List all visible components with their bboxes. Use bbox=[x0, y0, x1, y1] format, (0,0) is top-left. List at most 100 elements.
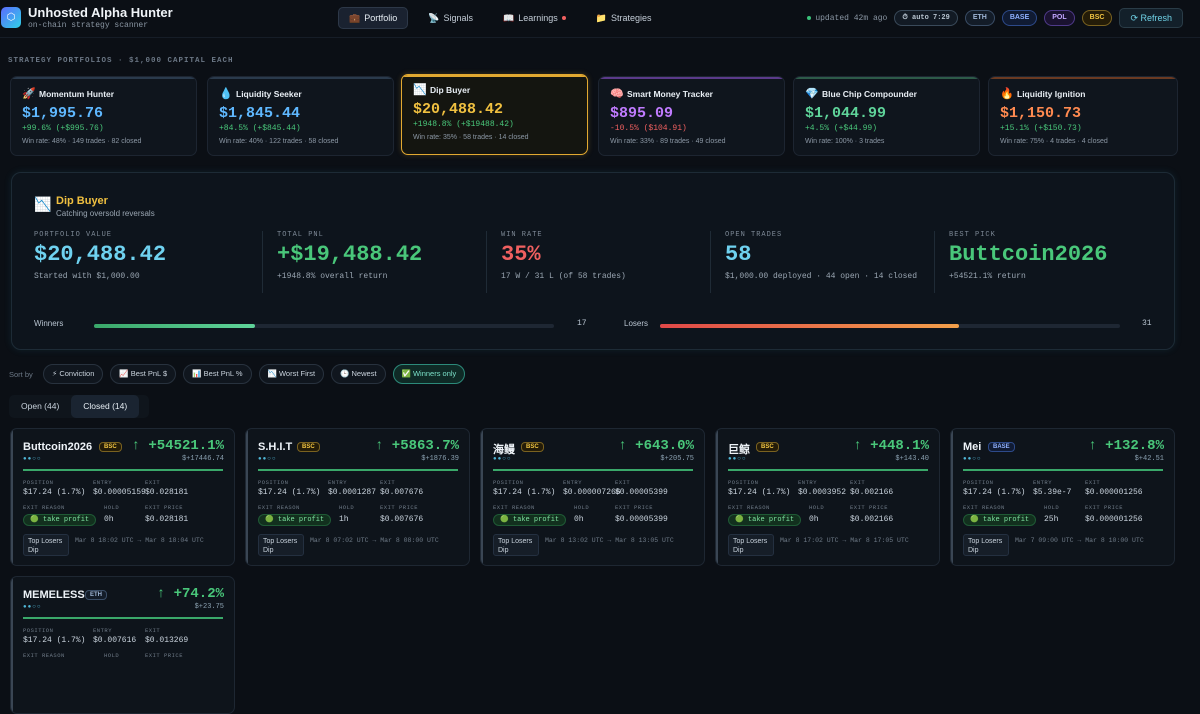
stat-label: PORTFOLIO VALUE bbox=[34, 231, 113, 239]
strategy-value: $20,488.42 bbox=[413, 101, 504, 118]
entry-value: $0.0003952 bbox=[798, 488, 847, 497]
filter-winners-only-button[interactable]: ✅ Winners only bbox=[392, 364, 466, 384]
hold-label: HOLD bbox=[1044, 504, 1060, 511]
strategy-tag: Top Losers Dip bbox=[963, 534, 1009, 556]
chain-badge: ETH bbox=[85, 590, 107, 600]
position-value: $17.24 (1.7%) bbox=[23, 488, 86, 497]
card-edge bbox=[246, 429, 248, 565]
strategy-card[interactable]: 🚀 Momentum Hunter $1,995.76 +99.6% (+$99… bbox=[10, 76, 197, 156]
droplet-icon: 💧 bbox=[219, 88, 233, 100]
chain-filter-base[interactable]: BASE bbox=[1001, 10, 1038, 26]
tab-open-trades[interactable]: Open (44) bbox=[21, 401, 60, 411]
strategy-stats: Win rate: 40% · 122 trades · 58 closed bbox=[219, 138, 339, 145]
tab-closed-trades[interactable]: Closed (14) bbox=[71, 395, 140, 418]
tab-learnings[interactable]: 📖 Learnings bbox=[493, 7, 576, 29]
strategy-card-selected[interactable]: 📉 Dip Buyer $20,488.42 +1948.8% (+$19488… bbox=[401, 74, 588, 155]
exit-reason-badge: 🟢 take profit bbox=[728, 514, 802, 526]
profit-line bbox=[493, 469, 693, 471]
trade-return-pct: ↑ +132.8% bbox=[1088, 438, 1164, 454]
trade-return-pct: ↑ +54521.1% bbox=[131, 438, 224, 454]
exit-price-label: EXIT PRICE bbox=[850, 504, 889, 511]
card-accent bbox=[794, 77, 979, 79]
strategy-card[interactable]: 🧠 Smart Money Tracker $895.09 -10.5% ($1… bbox=[598, 76, 785, 156]
exit-value: $0.028181 bbox=[145, 488, 189, 497]
sort-best-pnl-usd-button[interactable]: 📈 Best PnL $ bbox=[110, 364, 177, 384]
auto-refresh-timer[interactable]: ⏱ auto 7:29 bbox=[894, 10, 958, 26]
notification-dot bbox=[561, 16, 566, 20]
briefcase-icon: 💼 bbox=[349, 13, 361, 23]
profit-line bbox=[258, 469, 458, 471]
entry-label: ENTRY bbox=[563, 479, 583, 486]
chain-filter-pol[interactable]: POL bbox=[1044, 10, 1075, 26]
trade-card[interactable]: Mei BASE ●●○○ ↑ +132.8% $+42.51 POSITION… bbox=[950, 428, 1175, 566]
entry-value: $0.0001287 bbox=[328, 488, 377, 497]
trade-card[interactable]: 巨鲸 BSC ●●○○ ↑ +448.1% $+143.40 POSITION … bbox=[715, 428, 940, 566]
strategy-value: $1,150.73 bbox=[1000, 105, 1082, 122]
sort-newest-button[interactable]: 🕒 Newest bbox=[331, 364, 386, 384]
refresh-button[interactable]: ⟳ Refresh bbox=[1119, 8, 1183, 28]
conviction-dots: ●●○○ bbox=[963, 456, 982, 462]
token-ticker: Buttcoin2026 bbox=[23, 441, 93, 453]
updated-status: updated 42m ago bbox=[807, 14, 887, 23]
sort-best-pnl-pct-button[interactable]: 📊 Best PnL % bbox=[183, 364, 252, 384]
conviction-dots: ●●○○ bbox=[258, 456, 277, 462]
trade-card[interactable]: 海鳗 BSC ●●○○ ↑ +643.0% $+205.75 POSITION … bbox=[480, 428, 705, 566]
token-ticker: 巨鲸 bbox=[728, 444, 750, 456]
trade-time-range: Mar 7 09:00 UTC → Mar 8 10:00 UTC bbox=[1015, 537, 1144, 544]
main-tabs: 💼 Portfolio 📡 Signals 📖 Learnings 📁 Strategi… bbox=[338, 7, 662, 29]
losers-count: 31 bbox=[1142, 319, 1152, 328]
exit-reason-badge: 🟢 take profit bbox=[493, 514, 567, 526]
hold-label: HOLD bbox=[104, 504, 120, 511]
exit-label: EXIT bbox=[850, 479, 866, 486]
folder-icon: 📁 bbox=[595, 13, 607, 23]
entry-value: $5.39e-7 bbox=[1033, 488, 1072, 497]
card-accent bbox=[402, 75, 587, 77]
trade-return-pct: ↑ +74.2% bbox=[156, 586, 224, 602]
sort-conviction-button[interactable]: ⚡ Conviction bbox=[43, 364, 104, 384]
strategy-name: Liquidity Seeker bbox=[236, 89, 302, 99]
position-label: POSITION bbox=[23, 479, 54, 486]
exit-price-label: EXIT PRICE bbox=[145, 504, 184, 511]
winners-bar-fill bbox=[94, 324, 255, 328]
conviction-dots: ●●○○ bbox=[23, 456, 42, 462]
stat-sub: $1,000.00 deployed · 44 open · 14 closed bbox=[725, 272, 918, 281]
position-value: $17.24 (1.7%) bbox=[23, 636, 86, 645]
strategy-card[interactable]: 🔥 Liquidity Ignition $1,150.73 +15.1% (+… bbox=[988, 76, 1178, 156]
strategy-detail-panel: 📉 Dip Buyer Catching oversold reversals … bbox=[11, 172, 1175, 350]
tab-label: Learnings bbox=[518, 13, 558, 23]
stat-value: 35% bbox=[501, 242, 541, 267]
strategy-name: Momentum Hunter bbox=[39, 89, 115, 99]
stat-label: OPEN TRADES bbox=[725, 231, 783, 239]
profit-line bbox=[728, 469, 928, 471]
trade-card[interactable]: MEMELESS ETH ●●○○ ↑ +74.2% $+23.75 POSIT… bbox=[10, 576, 235, 714]
tab-signals[interactable]: 📡 Signals bbox=[418, 7, 483, 29]
brain-icon: 🧠 bbox=[610, 88, 624, 100]
strategy-stats: Win rate: 35% · 58 trades · 14 closed bbox=[413, 134, 529, 141]
hold-label: HOLD bbox=[339, 504, 355, 511]
chain-filter-eth[interactable]: ETH bbox=[964, 10, 995, 26]
strategy-card[interactable]: 💎 Blue Chip Compounder $1,044.99 +4.5% (… bbox=[793, 76, 980, 156]
stat-portfolio-value: PORTFOLIO VALUE $20,488.42 Started with … bbox=[34, 231, 254, 301]
app-title: Unhosted Alpha Hunter bbox=[28, 5, 173, 20]
position-label: POSITION bbox=[493, 479, 524, 486]
stat-value: +$19,488.42 bbox=[277, 242, 423, 267]
strategy-value: $895.09 bbox=[610, 105, 674, 122]
exit-value: $0.007676 bbox=[380, 488, 424, 497]
trade-card[interactable]: S.H.I.T BSC ●●○○ ↑ +5863.7% $+1876.39 PO… bbox=[245, 428, 470, 566]
trade-return-usd: $+1876.39 bbox=[421, 455, 459, 463]
strategy-cards: 🚀 Momentum Hunter $1,995.76 +99.6% (+$99… bbox=[10, 74, 1194, 156]
chain-badge: BSC bbox=[297, 442, 320, 452]
sort-worst-first-button[interactable]: 📉 Worst First bbox=[258, 364, 325, 384]
strategy-card[interactable]: 💧 Liquidity Seeker $1,845.44 +84.5% (+$8… bbox=[207, 76, 394, 156]
satellite-icon: 📡 bbox=[428, 13, 440, 23]
header-right: updated 42m ago ⏱ auto 7:29 ETH BASE POL… bbox=[807, 8, 1183, 28]
token-ticker: 海鳗 bbox=[493, 444, 515, 456]
exit-price-value: $0.000001256 bbox=[1085, 515, 1143, 524]
trade-card[interactable]: Buttcoin2026 BSC ●●○○ ↑ +54521.1% $+1744… bbox=[10, 428, 235, 566]
exit-price-value: $0.002166 bbox=[850, 515, 894, 524]
chain-filter-bsc[interactable]: BSC bbox=[1081, 10, 1113, 26]
gem-icon: 💎 bbox=[805, 88, 819, 100]
tab-portfolio[interactable]: 💼 Portfolio bbox=[338, 7, 409, 29]
entry-label: ENTRY bbox=[93, 479, 113, 486]
tab-strategies[interactable]: 📁 Strategies bbox=[586, 7, 662, 29]
